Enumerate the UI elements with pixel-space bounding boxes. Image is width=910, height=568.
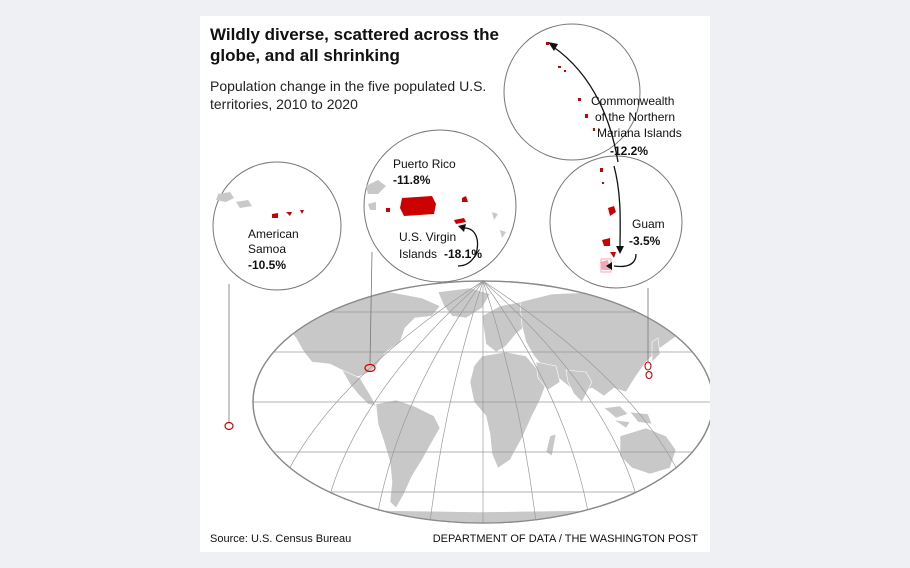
graphic-subtitle: Population change in the five populated …	[210, 78, 487, 112]
caribbean-marker	[364, 363, 376, 373]
american-samoa-marker	[224, 421, 234, 431]
usvi-name-2: Islands	[399, 247, 437, 261]
puerto-rico-name: Puerto Rico	[393, 157, 456, 171]
usvi-change: -18.1%	[444, 247, 482, 261]
source-note: Source: U.S. Census Bureau	[210, 533, 352, 545]
puerto-rico-shape	[400, 196, 436, 216]
american-samoa-inset	[212, 161, 342, 291]
credit-line: DEPARTMENT OF DATA / THE WASHINGTON POST	[432, 533, 698, 545]
mariana-inset	[503, 23, 683, 289]
guam-label: Guam -3.5%	[629, 217, 665, 248]
puerto-rico-change: -11.8%	[393, 173, 431, 187]
usvi-shape	[454, 218, 466, 224]
graphic-card: American Samoa -10.5% Puerto Rico -11.8%…	[200, 16, 710, 552]
american-samoa-label: American Samoa -10.5%	[248, 227, 299, 272]
guam-name: Guam	[632, 217, 665, 231]
american-samoa-change: -10.5%	[248, 258, 286, 272]
puerto-rico-inset	[363, 129, 517, 283]
usvi-label: U.S. Virgin Islands -18.1%	[399, 230, 482, 261]
cnmi-name-2: of the Northern	[595, 110, 675, 124]
cnmi-label: Commonwealth of the Northern Mariana Isl…	[591, 94, 682, 158]
puerto-rico-label: Puerto Rico -11.8%	[393, 157, 456, 187]
cnmi-change: -12.2%	[610, 144, 648, 158]
graphic-title: Wildly diverse, scattered across the glo…	[210, 25, 499, 65]
guam-change: -3.5%	[629, 234, 661, 248]
guam-highlight	[600, 260, 610, 270]
world-map-globe	[252, 280, 710, 524]
cnmi-name-1: Commonwealth	[591, 94, 674, 108]
world-map: American Samoa -10.5% Puerto Rico -11.8%…	[212, 23, 710, 524]
location-markers	[224, 251, 653, 431]
cnmi-name-3: Mariana Islands	[597, 126, 682, 140]
american-samoa-name-1: American	[248, 227, 299, 241]
guam-marker	[645, 370, 653, 380]
american-samoa-name-2: Samoa	[248, 242, 286, 256]
caribbean-leader	[369, 251, 373, 365]
usvi-name-1: U.S. Virgin	[399, 230, 456, 244]
